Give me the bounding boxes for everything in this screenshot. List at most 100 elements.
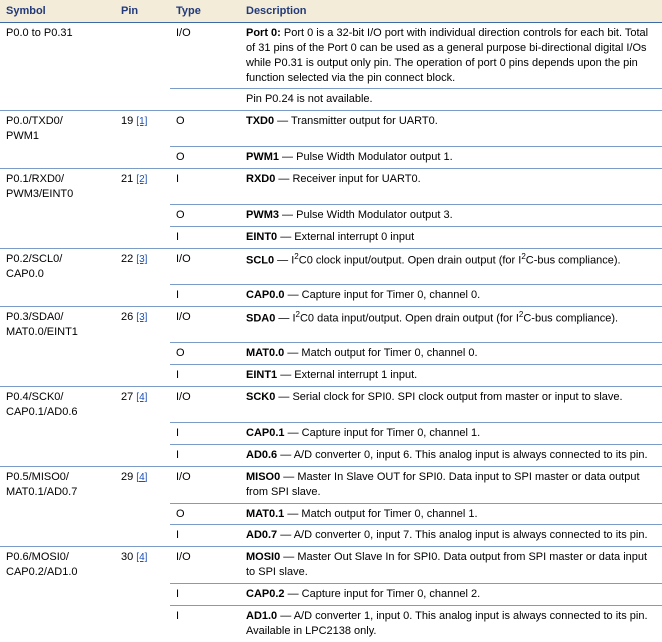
table-row: ICAP0.0 — Capture input for Timer 0, cha…	[0, 285, 662, 307]
description-cell: PWM1 — Pulse Width Modulator output 1.	[240, 147, 662, 169]
symbol-cell	[0, 525, 115, 547]
description-cell: RXD0 — Receiver input for UART0.	[240, 169, 662, 205]
pin-cell	[115, 583, 170, 605]
type-cell: I/O	[170, 547, 240, 584]
table-row: P0.4/SCK0/CAP0.1/AD0.627 [4]I/OSCK0 — Se…	[0, 387, 662, 423]
description-cell: AD0.6 — A/D converter 0, input 6. This a…	[240, 445, 662, 467]
type-cell: O	[170, 111, 240, 147]
table-row: IAD1.0 — A/D converter 1, input 0. This …	[0, 605, 662, 641]
table-row: P0.0/TXD0/PWM119 [1]OTXD0 — Transmitter …	[0, 111, 662, 147]
type-cell: I/O	[170, 387, 240, 423]
table-row: P0.6/MOSI0/CAP0.2/AD1.030 [4]I/OMOSI0 — …	[0, 547, 662, 584]
pin-description-table: Symbol Pin Type Description P0.0 to P0.3…	[0, 0, 662, 642]
pin-cell	[115, 89, 170, 111]
table-row: ICAP0.1 — Capture input for Timer 0, cha…	[0, 423, 662, 445]
table-row: IAD0.7 — A/D converter 0, input 7. This …	[0, 525, 662, 547]
description-cell: MOSI0 — Master Out Slave In for SPI0. Da…	[240, 547, 662, 584]
type-cell: I/O	[170, 23, 240, 89]
symbol-cell: P0.0 to P0.31	[0, 23, 115, 89]
type-cell: I	[170, 445, 240, 467]
pin-cell	[115, 205, 170, 227]
symbol-cell	[0, 343, 115, 365]
symbol-cell	[0, 89, 115, 111]
symbol-cell	[0, 365, 115, 387]
footnote-ref[interactable]: [3]	[136, 312, 147, 323]
type-cell: O	[170, 503, 240, 525]
description-cell: SDA0 — I2C0 data input/output. Open drai…	[240, 307, 662, 343]
pin-cell	[115, 503, 170, 525]
symbol-cell	[0, 285, 115, 307]
symbol-cell: P0.1/RXD0/PWM3/EINT0	[0, 169, 115, 205]
pin-cell	[115, 605, 170, 641]
description-cell: CAP0.2 — Capture input for Timer 0, chan…	[240, 583, 662, 605]
description-cell: AD0.7 — A/D converter 0, input 7. This a…	[240, 525, 662, 547]
description-cell: MAT0.0 — Match output for Timer 0, chann…	[240, 343, 662, 365]
type-cell: I	[170, 423, 240, 445]
footnote-ref[interactable]: [2]	[136, 174, 147, 185]
type-cell: I	[170, 605, 240, 641]
type-cell: I/O	[170, 307, 240, 343]
symbol-cell: P0.4/SCK0/CAP0.1/AD0.6	[0, 387, 115, 423]
symbol-cell: P0.6/MOSI0/CAP0.2/AD1.0	[0, 547, 115, 584]
col-header-pin: Pin	[115, 0, 170, 23]
description-cell: CAP0.0 — Capture input for Timer 0, chan…	[240, 285, 662, 307]
pin-cell	[115, 227, 170, 249]
symbol-cell	[0, 445, 115, 467]
type-cell: I	[170, 365, 240, 387]
description-cell: SCL0 — I2C0 clock input/output. Open dra…	[240, 249, 662, 285]
description-cell: MAT0.1 — Match output for Timer 0, chann…	[240, 503, 662, 525]
pin-cell	[115, 285, 170, 307]
table-row: IAD0.6 — A/D converter 0, input 6. This …	[0, 445, 662, 467]
pin-cell: 19 [1]	[115, 111, 170, 147]
description-cell: Pin P0.24 is not available.	[240, 89, 662, 111]
symbol-cell	[0, 227, 115, 249]
symbol-cell: P0.2/SCL0/CAP0.0	[0, 249, 115, 285]
description-cell: AD1.0 — A/D converter 1, input 0. This a…	[240, 605, 662, 641]
type-cell: I	[170, 525, 240, 547]
type-cell: I	[170, 583, 240, 605]
symbol-cell	[0, 503, 115, 525]
pin-cell: 29 [4]	[115, 466, 170, 503]
description-cell: Port 0: Port 0 is a 32-bit I/O port with…	[240, 23, 662, 89]
col-header-type: Type	[170, 0, 240, 23]
pin-cell: 30 [4]	[115, 547, 170, 584]
col-header-symbol: Symbol	[0, 0, 115, 23]
pin-cell: 26 [3]	[115, 307, 170, 343]
table-row: OPWM3 — Pulse Width Modulator output 3.	[0, 205, 662, 227]
pin-cell	[115, 23, 170, 89]
pin-cell	[115, 147, 170, 169]
type-cell: I/O	[170, 249, 240, 285]
description-cell: SCK0 — Serial clock for SPI0. SPI clock …	[240, 387, 662, 423]
type-cell: O	[170, 343, 240, 365]
table-row: OMAT0.1 — Match output for Timer 0, chan…	[0, 503, 662, 525]
type-cell: O	[170, 147, 240, 169]
footnote-ref[interactable]: [3]	[136, 254, 147, 265]
type-cell: I	[170, 285, 240, 307]
footnote-ref[interactable]: [4]	[136, 392, 147, 403]
type-cell	[170, 89, 240, 111]
symbol-cell	[0, 147, 115, 169]
footnote-ref[interactable]: [4]	[136, 552, 147, 563]
description-cell: EINT0 — External interrupt 0 input	[240, 227, 662, 249]
pin-cell	[115, 343, 170, 365]
table-row: Pin P0.24 is not available.	[0, 89, 662, 111]
type-cell: I/O	[170, 466, 240, 503]
type-cell: I	[170, 169, 240, 205]
col-header-description: Description	[240, 0, 662, 23]
symbol-cell: P0.0/TXD0/PWM1	[0, 111, 115, 147]
table-row: P0.0 to P0.31 I/OPort 0: Port 0 is a 32-b…	[0, 23, 662, 89]
pin-cell	[115, 423, 170, 445]
table-row: ICAP0.2 — Capture input for Timer 0, cha…	[0, 583, 662, 605]
description-cell: CAP0.1 — Capture input for Timer 0, chan…	[240, 423, 662, 445]
description-cell: EINT1 — External interrupt 1 input.	[240, 365, 662, 387]
description-cell: MISO0 — Master In Slave OUT for SPI0. Da…	[240, 466, 662, 503]
symbol-cell: P0.3/SDA0/MAT0.0/EINT1	[0, 307, 115, 343]
symbol-cell	[0, 605, 115, 641]
description-cell: PWM3 — Pulse Width Modulator output 3.	[240, 205, 662, 227]
symbol-cell	[0, 205, 115, 227]
table-row: P0.1/RXD0/PWM3/EINT021 [2]IRXD0 — Receiv…	[0, 169, 662, 205]
table-row: P0.5/MISO0/MAT0.1/AD0.729 [4]I/OMISO0 — …	[0, 466, 662, 503]
footnote-ref[interactable]: [4]	[136, 472, 147, 483]
footnote-ref[interactable]: [1]	[136, 116, 147, 127]
table-header-row: Symbol Pin Type Description	[0, 0, 662, 23]
